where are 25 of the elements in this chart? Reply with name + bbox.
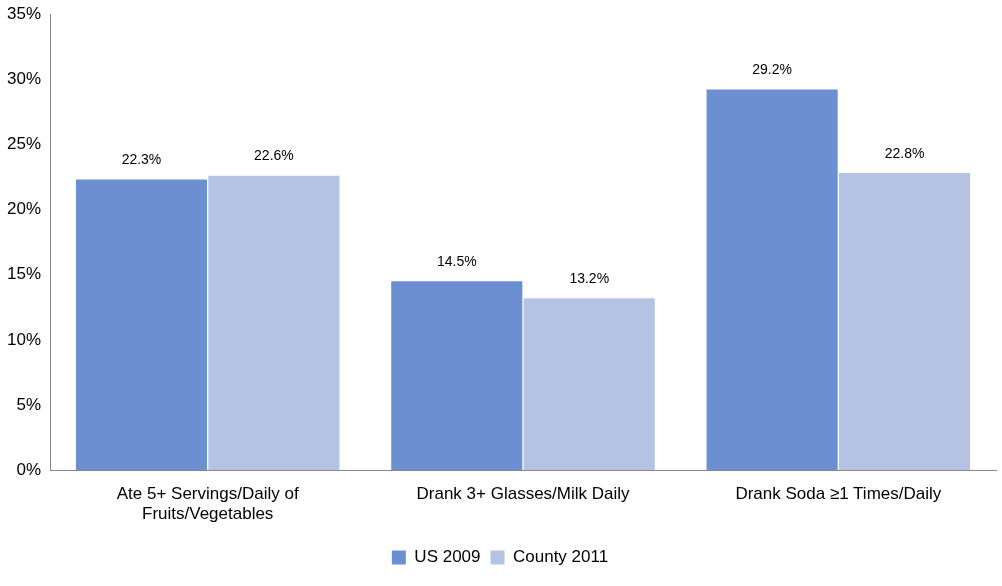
y-tick-label: 35%: [6, 3, 42, 23]
y-tick-label: 0%: [16, 459, 42, 479]
legend-label: County 2011: [513, 547, 609, 567]
x-tick-label: Drank 3+ Glasses/Milk Daily: [416, 484, 631, 504]
bar: [75, 179, 208, 471]
bar: [208, 175, 340, 471]
legend-label: US 2009: [414, 547, 481, 567]
data-label: 22.6%: [254, 147, 294, 164]
y-tick-label: 25%: [6, 134, 42, 154]
data-label: 13.2%: [569, 270, 610, 287]
y-tick-label: 20%: [6, 199, 42, 219]
bar: [523, 298, 655, 471]
bar: [706, 89, 838, 471]
data-label: 29.2%: [752, 61, 792, 78]
x-tick-label: Drank Soda ≥1 Times/Daily: [735, 484, 942, 504]
data-label: 14.5%: [436, 253, 477, 270]
bar: [391, 281, 523, 471]
y-tick-label: 5%: [16, 394, 42, 414]
data-label: 22.8%: [884, 144, 925, 161]
y-tick-label: 15%: [6, 264, 42, 284]
data-label: 22.3%: [121, 151, 162, 168]
y-tick-label: 10%: [6, 329, 42, 349]
y-tick-label: 30%: [6, 68, 42, 88]
x-tick-label: Ate 5+ Servings/Daily of Fruits/Vegetables: [116, 484, 299, 524]
bar: [839, 173, 971, 471]
